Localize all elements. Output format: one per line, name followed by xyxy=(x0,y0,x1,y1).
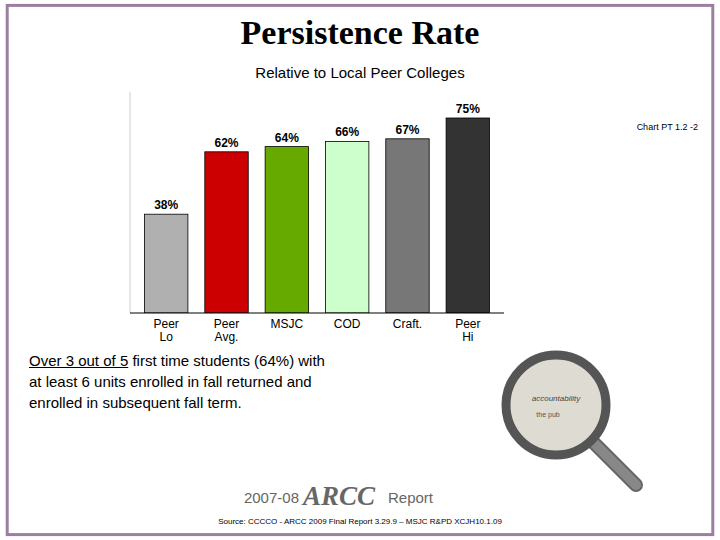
footer-brand: ARCC xyxy=(301,481,376,511)
magnifier-text: accountability xyxy=(532,394,581,403)
x-tick-label-line: Peer xyxy=(154,317,179,331)
value-label: 64% xyxy=(275,131,299,145)
bars xyxy=(144,118,489,313)
title: Persistence Rate xyxy=(241,14,480,51)
bar xyxy=(325,141,368,313)
value-label: 66% xyxy=(335,125,359,139)
x-tick-label-line: Hi xyxy=(462,330,473,344)
footer-year: 2007-08 xyxy=(244,489,299,506)
bar xyxy=(265,147,308,313)
footer-source: Source: CCCCO - ARCC 2009 Final Report 3… xyxy=(218,517,502,526)
value-label: 75% xyxy=(456,102,480,116)
x-tick-label: COD xyxy=(334,317,361,331)
value-label: 62% xyxy=(215,136,239,150)
magnifier-text: the pub xyxy=(536,411,559,419)
x-tick-label-line: COD xyxy=(334,317,361,331)
x-tick-label: PeerLo xyxy=(154,317,179,344)
x-tick-label: Craft. xyxy=(393,317,422,331)
x-tick-label-line: Peer xyxy=(214,317,239,331)
body-text-underlined: Over 3 out of 5 xyxy=(29,352,128,369)
chart-canvas: Persistence Rate Relative to Local Peer C… xyxy=(0,0,720,540)
x-tick-label: PeerHi xyxy=(455,317,480,344)
chart-note: Chart PT 1.2 -2 xyxy=(637,122,698,132)
x-tick-label-line: Avg. xyxy=(215,330,239,344)
x-tick-label: PeerAvg. xyxy=(214,317,239,344)
body-text: Over 3 out of 5 first time students (64%… xyxy=(29,350,325,413)
bar xyxy=(205,152,248,313)
footer-report: Report xyxy=(388,489,434,506)
magnifier-lens xyxy=(506,355,606,455)
magnifier-handle xyxy=(592,441,636,485)
subtitle: Relative to Local Peer Colleges xyxy=(255,64,464,81)
border xyxy=(7,5,713,534)
labels: 38%PeerLo62%PeerAvg.64%MSJC66%COD67%Craf… xyxy=(154,102,481,344)
page: Persistence Rate Relative to Local Peer C… xyxy=(0,0,720,540)
value-label: 67% xyxy=(395,123,419,137)
x-axis-line xyxy=(130,313,504,314)
magnifier-handle-inner xyxy=(592,441,636,485)
y-axis-line xyxy=(130,92,131,313)
value-label: 38% xyxy=(154,198,178,212)
x-tick-label: MSJC xyxy=(271,317,304,331)
x-tick-label-line: Peer xyxy=(455,317,480,331)
bar xyxy=(386,139,429,313)
bar xyxy=(144,214,187,313)
x-tick-label-line: Craft. xyxy=(393,317,422,331)
x-tick-label-line: Lo xyxy=(160,330,174,344)
x-tick-label-line: MSJC xyxy=(271,317,304,331)
magnifier: accountability the pub xyxy=(506,355,636,485)
bar xyxy=(446,118,489,313)
